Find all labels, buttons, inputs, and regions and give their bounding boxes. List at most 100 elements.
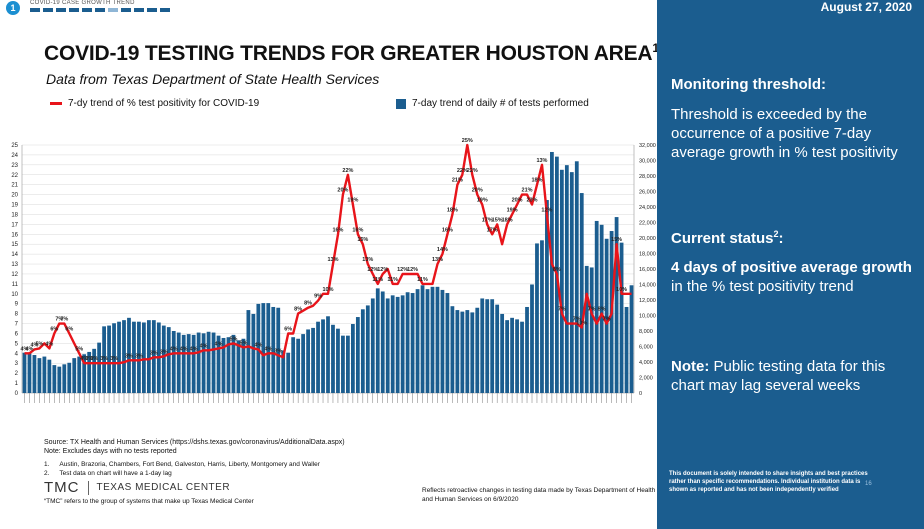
test-count-bar: [137, 321, 141, 393]
positivity-data-label: 15%: [492, 217, 503, 223]
test-count-bar: [550, 151, 554, 393]
note-text: Note: Public testing data for this chart…: [671, 358, 886, 394]
y-left-tick-label: 10: [11, 292, 18, 298]
footnote-1: 1. Austin, Brazoria, Chambers, Fort Bend,…: [44, 461, 320, 468]
test-count-bar: [276, 307, 281, 393]
y-right-tick-label: 8,000: [639, 329, 653, 335]
test-count-bar: [440, 289, 445, 393]
test-count-bar: [241, 338, 246, 393]
positivity-data-label: 5%: [35, 341, 43, 347]
test-count-bar: [525, 306, 529, 393]
tmc-note: “TMC” refers to the group of systems tha…: [44, 498, 254, 505]
test-count-bar: [614, 217, 619, 393]
positivity-data-label: 12%: [377, 267, 388, 273]
test-count-bar: [286, 352, 291, 393]
positivity-data-label: 4%: [45, 341, 53, 347]
positivity-data-label: 18%: [502, 217, 513, 223]
test-count-bar: [515, 319, 519, 393]
y-right-tick-label: 28,000: [639, 174, 656, 180]
test-count-bar: [112, 323, 116, 393]
test-count-bar: [27, 353, 32, 393]
y-left-tick-label: 5: [15, 341, 19, 347]
y-left-tick-label: 17: [11, 222, 18, 228]
test-count-bar: [574, 161, 579, 393]
test-count-bar: [540, 240, 544, 393]
test-count-bar: [37, 358, 42, 393]
test-count-bar: [72, 358, 77, 393]
test-count-bar: [102, 326, 106, 393]
test-count-bar: [122, 320, 126, 393]
test-count-bar: [67, 362, 72, 393]
legend-bars: 7-day trend of daily # of tests performe…: [396, 98, 589, 109]
test-count-bar: [520, 321, 524, 393]
positivity-data-label: 19%: [477, 198, 488, 204]
y-right-tick-label: 10,000: [639, 314, 656, 320]
test-count-bar: [221, 337, 226, 393]
test-count-bar: [594, 220, 599, 393]
positivity-data-label: 9%: [314, 294, 322, 300]
y-left-tick-label: 7: [15, 322, 19, 328]
chart-title: COVID-19 TESTING TRENDS FOR GREATER HOUS…: [44, 41, 659, 65]
test-count-bar: [261, 303, 266, 393]
positivity-data-label: 3%: [110, 356, 118, 362]
positivity-data-label: 16%: [352, 227, 363, 233]
y-right-tick-label: 24,000: [639, 205, 656, 211]
y-left-tick-label: 8: [15, 312, 19, 318]
test-count-bar: [107, 325, 111, 393]
positivity-data-label: 4%: [190, 346, 198, 352]
positivity-data-label: 6%: [284, 326, 292, 332]
test-count-bar: [445, 293, 450, 393]
test-count-bar: [161, 325, 166, 393]
test-count-bar: [42, 356, 47, 393]
positivity-data-label: 14%: [437, 247, 448, 253]
positivity-data-label: 8%: [598, 307, 606, 313]
positivity-data-label: 15%: [611, 237, 622, 243]
test-count-bar: [370, 298, 375, 393]
test-count-bar: [415, 289, 420, 393]
y-left-tick-label: 6: [15, 331, 19, 337]
chart-subtitle: Data from Texas Department of State Heal…: [46, 71, 380, 87]
current-status-heading: Current status2:: [671, 229, 784, 247]
positivity-data-label: 7%: [558, 307, 566, 313]
positivity-data-label: 4%: [200, 343, 208, 349]
test-count-bar: [336, 328, 340, 393]
positivity-data-label: 13%: [362, 257, 373, 263]
positivity-data-label: 13%: [432, 257, 443, 263]
test-count-bar: [97, 342, 102, 393]
y-right-tick-label: 4,000: [639, 360, 653, 366]
test-count-bar: [132, 321, 136, 393]
test-count-bar: [420, 285, 425, 393]
test-count-bar: [355, 317, 360, 393]
test-count-bar: [331, 324, 335, 393]
positivity-data-label: 3%: [135, 353, 143, 359]
test-count-bar: [306, 329, 310, 393]
footnote-2: 2. Test data on chart will have a 1-day l…: [44, 470, 172, 477]
positivity-data-label: 4%: [25, 346, 33, 352]
retroactive-note: Reflects retroactive changes in testing …: [422, 487, 656, 503]
positivity-data-label: 10%: [576, 321, 587, 327]
test-count-bar: [246, 310, 251, 393]
y-right-tick-label: 6,000: [639, 345, 653, 351]
positivity-data-label: 12%: [407, 267, 418, 273]
test-count-bar: [236, 340, 241, 393]
positivity-data-label: 22%: [467, 168, 478, 174]
positivity-data-label: 4%: [80, 356, 88, 362]
positivity-data-label: 4%: [30, 342, 38, 348]
positivity-data-label: 3%: [90, 356, 98, 362]
positivity-data-label: 19%: [507, 207, 518, 213]
test-count-bar: [22, 352, 27, 393]
positivity-data-label: 16%: [332, 227, 343, 233]
positivity-data-label: 13%: [536, 158, 547, 164]
test-count-bar: [530, 284, 534, 393]
test-count-bar: [82, 354, 87, 393]
test-count-bar: [390, 295, 395, 393]
y-right-tick-label: 20,000: [639, 236, 656, 242]
test-count-bar: [171, 331, 176, 393]
test-count-bar: [311, 327, 315, 393]
test-count-bar: [201, 333, 206, 393]
positivity-data-label: 5%: [229, 336, 237, 342]
positivity-data-label: 19%: [347, 198, 358, 204]
y-left-tick-label: 14: [11, 252, 18, 258]
test-count-bar: [460, 311, 465, 393]
test-count-bar: [341, 335, 345, 393]
